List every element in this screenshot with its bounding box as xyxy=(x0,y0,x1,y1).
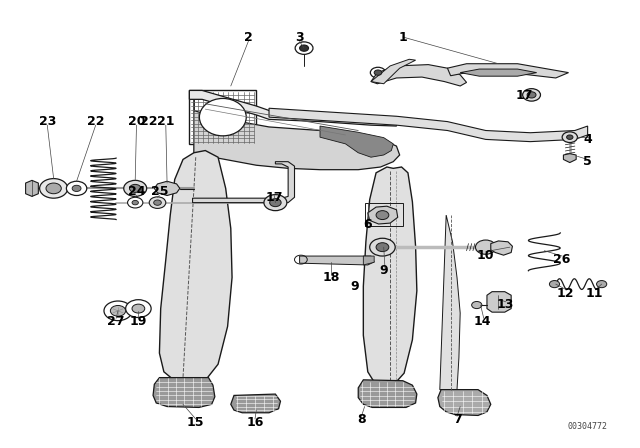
Text: 00304772: 00304772 xyxy=(568,422,607,431)
Circle shape xyxy=(127,197,143,208)
Text: 8: 8 xyxy=(357,414,365,426)
Circle shape xyxy=(527,92,536,98)
Text: 14: 14 xyxy=(474,314,492,327)
Circle shape xyxy=(472,302,482,309)
Text: 4: 4 xyxy=(583,133,592,146)
Text: 16: 16 xyxy=(246,416,264,429)
Circle shape xyxy=(125,300,151,318)
Circle shape xyxy=(104,301,132,321)
Circle shape xyxy=(376,211,389,220)
Text: 26: 26 xyxy=(554,253,571,266)
Ellipse shape xyxy=(200,99,246,136)
Circle shape xyxy=(72,185,81,191)
Circle shape xyxy=(124,181,147,196)
Polygon shape xyxy=(371,65,467,86)
Text: 24: 24 xyxy=(128,185,145,198)
Polygon shape xyxy=(460,69,537,76)
Polygon shape xyxy=(154,181,180,195)
Text: 9: 9 xyxy=(380,264,388,277)
Text: 22: 22 xyxy=(87,115,104,128)
Polygon shape xyxy=(563,154,576,163)
Circle shape xyxy=(40,179,68,198)
Polygon shape xyxy=(364,167,417,387)
Circle shape xyxy=(264,194,287,211)
Text: 13: 13 xyxy=(496,297,513,310)
Polygon shape xyxy=(194,90,399,170)
Polygon shape xyxy=(358,380,417,407)
Circle shape xyxy=(370,238,395,256)
Circle shape xyxy=(566,135,573,139)
Text: 10: 10 xyxy=(477,249,495,262)
Circle shape xyxy=(300,45,308,51)
Polygon shape xyxy=(364,256,374,265)
Polygon shape xyxy=(440,215,460,390)
Polygon shape xyxy=(26,181,38,196)
Text: 3: 3 xyxy=(295,30,304,43)
Text: 18: 18 xyxy=(323,271,340,284)
Polygon shape xyxy=(368,206,397,224)
Text: 27: 27 xyxy=(108,314,125,327)
Circle shape xyxy=(374,70,382,75)
Circle shape xyxy=(132,304,145,313)
Polygon shape xyxy=(231,394,280,413)
Polygon shape xyxy=(438,390,491,415)
Circle shape xyxy=(149,197,166,208)
Polygon shape xyxy=(447,64,568,78)
Text: 23: 23 xyxy=(38,115,56,128)
Circle shape xyxy=(269,198,281,207)
Text: 1: 1 xyxy=(399,30,407,43)
Polygon shape xyxy=(487,292,511,312)
Polygon shape xyxy=(159,151,232,384)
Polygon shape xyxy=(193,162,294,202)
Text: 17: 17 xyxy=(515,89,532,102)
Text: 20: 20 xyxy=(128,115,145,128)
Circle shape xyxy=(523,89,540,101)
Circle shape xyxy=(376,243,389,252)
Polygon shape xyxy=(371,59,415,84)
Text: 11: 11 xyxy=(585,287,603,300)
Text: 9: 9 xyxy=(351,280,359,293)
Polygon shape xyxy=(153,378,215,407)
Text: 2: 2 xyxy=(244,30,253,43)
Text: 17: 17 xyxy=(266,191,283,204)
Polygon shape xyxy=(189,90,396,126)
Text: 7: 7 xyxy=(452,414,461,426)
Circle shape xyxy=(549,280,559,288)
Circle shape xyxy=(67,181,87,195)
Circle shape xyxy=(110,306,125,316)
Circle shape xyxy=(132,200,138,205)
Polygon shape xyxy=(491,241,513,255)
Circle shape xyxy=(129,185,141,192)
Circle shape xyxy=(476,240,496,254)
Text: 6: 6 xyxy=(364,217,372,231)
Polygon shape xyxy=(320,126,394,157)
Text: 12: 12 xyxy=(557,287,574,300)
Text: 22: 22 xyxy=(140,115,158,128)
Text: 15: 15 xyxy=(187,416,205,429)
Polygon shape xyxy=(189,90,256,144)
Text: 19: 19 xyxy=(130,314,147,327)
Circle shape xyxy=(596,280,607,288)
Circle shape xyxy=(154,200,161,205)
Text: 5: 5 xyxy=(583,155,592,168)
Circle shape xyxy=(562,132,577,142)
Polygon shape xyxy=(269,108,588,142)
Circle shape xyxy=(46,183,61,194)
Text: 21: 21 xyxy=(157,115,175,128)
Polygon shape xyxy=(300,256,374,265)
Text: 25: 25 xyxy=(150,185,168,198)
